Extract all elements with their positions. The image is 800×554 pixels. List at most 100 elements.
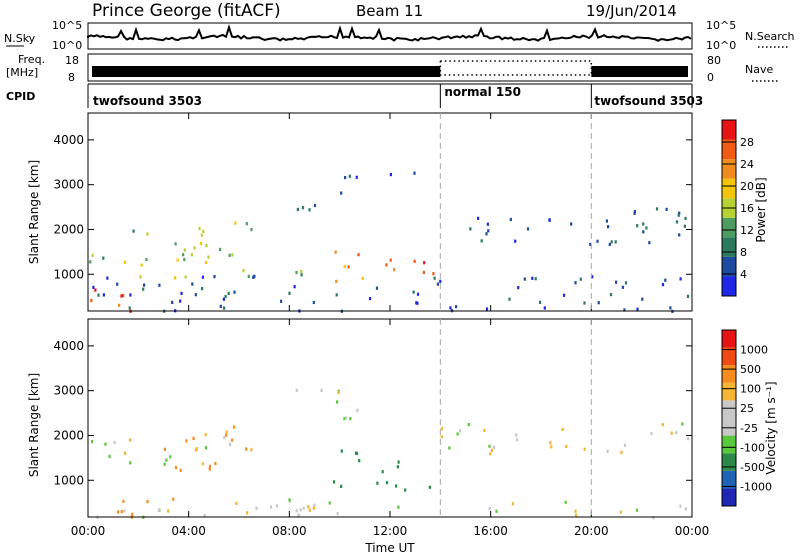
velCells-cell — [619, 510, 622, 514]
velCells-cell — [255, 506, 258, 510]
powerCells-cell — [201, 275, 204, 279]
powerCells-cell — [89, 260, 92, 264]
velCells-cell — [635, 508, 639, 512]
velCells-cell — [275, 504, 279, 508]
powerCells-cell — [158, 283, 161, 287]
powerCells-cell — [678, 211, 681, 215]
powerCells-cell — [375, 286, 379, 290]
velCells-cell — [456, 432, 459, 436]
velCells-cell — [356, 408, 359, 412]
y-tick-label: 2000 — [53, 428, 84, 442]
powerCells-cell — [228, 253, 231, 257]
y-tick-label: 3000 — [53, 178, 84, 192]
powerCells-cell — [624, 281, 628, 285]
powerCells-cell — [183, 248, 186, 252]
velCells-cell — [163, 447, 166, 451]
powerCells-cell — [415, 301, 418, 305]
powerCells-cell — [200, 233, 203, 237]
powerCells-cell — [615, 280, 618, 284]
powerCells-cell — [686, 294, 690, 298]
colorbar-swatch — [722, 382, 736, 401]
powerCells-cell — [677, 213, 680, 217]
powerCells-cell — [219, 247, 222, 251]
freq-left-tick-bottom: 8 — [68, 71, 75, 84]
powerCells-cell — [312, 300, 315, 305]
colorbar-tick-label: -500 — [740, 461, 765, 474]
velCells-cell — [623, 443, 627, 447]
powerCells-cell — [523, 277, 526, 281]
powerCells-cell — [118, 303, 121, 307]
colorbar-tick-label: -1000 — [740, 480, 772, 493]
powerCells-cell — [313, 203, 317, 208]
powerCells-cell — [609, 293, 613, 297]
colorbar-tick-label: 20 — [740, 180, 754, 193]
power-panel: 1000 2000 3000 4000 Slant Range [km] 4 8 12 16… — [27, 112, 768, 313]
power-colorbar-label: Power [dB] — [754, 177, 768, 242]
powerCells-cell — [295, 270, 298, 275]
velCells-cell — [295, 509, 298, 513]
noise-search-label: N.Search — [745, 30, 795, 43]
x-tick-label: 04:00 — [171, 524, 206, 538]
powerCells-cell — [675, 220, 679, 224]
velCells-cell — [104, 442, 107, 446]
velCells-cell — [288, 498, 291, 502]
velCells-cell — [661, 423, 664, 427]
powerCells-cell — [368, 297, 372, 301]
powerCells-cell — [633, 211, 636, 215]
powerCells-cell — [416, 292, 420, 296]
freq-panel-frame — [87, 53, 693, 82]
colorbar-swatch — [722, 418, 736, 436]
powerCells-cell — [129, 293, 132, 297]
velCells-cell — [214, 461, 217, 466]
powerCells-cell — [597, 301, 600, 305]
colorbar-swatch — [722, 217, 736, 238]
x-tick-label: 00:00 — [675, 524, 710, 538]
powerCells-cell — [207, 255, 210, 259]
powerCells-cell — [432, 272, 435, 276]
velCells-cell — [620, 450, 623, 454]
powerCells-cell — [199, 242, 203, 246]
colorbar-swatch — [722, 159, 736, 179]
velCells-cell — [490, 448, 493, 452]
velCells-cell — [122, 499, 125, 503]
velCells-cell — [163, 462, 166, 466]
powerCells-cell — [608, 242, 611, 246]
velCells-cell — [440, 435, 443, 439]
powerCells-cell — [413, 259, 416, 263]
powerCells-cell — [132, 229, 135, 233]
cpid-label: CPID — [6, 90, 35, 103]
powerCells-cell — [347, 265, 350, 269]
velCells-cell — [397, 505, 400, 509]
colorbar-swatch — [722, 453, 736, 471]
powerCells-cell — [485, 232, 488, 236]
powerCells-cell — [280, 299, 283, 303]
colorbar-tick-label: 4 — [740, 268, 747, 281]
power-colorbar: 4 8 12 16 20 24 28 — [721, 119, 754, 297]
y-tick-label: 3000 — [53, 384, 84, 398]
powerCells-cell — [343, 264, 346, 269]
powerCells-cell — [449, 306, 452, 310]
powerCells-cell — [227, 291, 230, 295]
colorbar-tick-label: 25 — [740, 402, 754, 415]
velCells-cell — [320, 388, 323, 393]
velCells-cell — [269, 505, 273, 509]
velCells-cell — [358, 459, 361, 463]
colorbar-swatch — [722, 435, 736, 454]
powerCells-cell — [636, 224, 639, 228]
freq-panel: Freq. [MHz] 18 8 80 0 Nave — [6, 53, 778, 84]
y-tick-label: 4000 — [53, 339, 84, 353]
velCells-cell — [185, 439, 188, 443]
velocity-y-ticks: 1000 2000 3000 4000 — [53, 339, 692, 487]
nave-dotted-band — [439, 60, 593, 76]
powerCells-cell — [146, 232, 149, 236]
powerCells-cell — [596, 239, 599, 243]
velCells-cell — [229, 442, 232, 447]
velCells-cell — [511, 502, 514, 506]
powerCells-cell — [334, 250, 337, 254]
powerCells-cell — [641, 297, 644, 301]
colorbar-swatch — [722, 237, 736, 257]
powerCells-cell — [184, 275, 187, 279]
powerCells-cell — [509, 217, 512, 222]
powerCells-cell — [176, 258, 179, 262]
